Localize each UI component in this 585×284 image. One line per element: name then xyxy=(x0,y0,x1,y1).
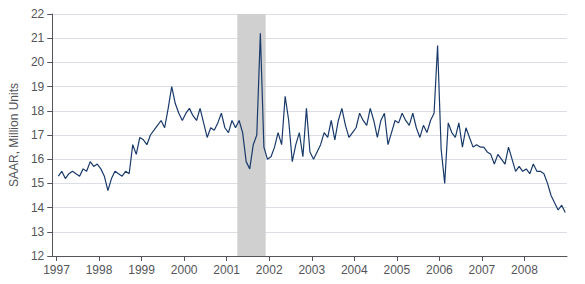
svg-text:2006: 2006 xyxy=(426,263,453,277)
svg-text:2007: 2007 xyxy=(469,263,496,277)
svg-text:18: 18 xyxy=(31,104,45,118)
svg-text:1999: 1999 xyxy=(128,263,155,277)
svg-text:22: 22 xyxy=(31,7,45,21)
svg-text:1997: 1997 xyxy=(43,263,70,277)
svg-text:1998: 1998 xyxy=(86,263,113,277)
svg-text:2003: 2003 xyxy=(298,263,325,277)
svg-text:17: 17 xyxy=(31,128,45,142)
svg-text:12: 12 xyxy=(31,249,45,263)
svg-text:14: 14 xyxy=(31,201,45,215)
svg-text:15: 15 xyxy=(31,176,45,190)
svg-text:2008: 2008 xyxy=(511,263,538,277)
svg-text:2005: 2005 xyxy=(383,263,410,277)
svg-text:2001: 2001 xyxy=(213,263,240,277)
svg-text:2000: 2000 xyxy=(171,263,198,277)
svg-text:2004: 2004 xyxy=(341,263,368,277)
svg-text:16: 16 xyxy=(31,152,45,166)
svg-text:19: 19 xyxy=(31,80,45,94)
svg-text:20: 20 xyxy=(31,55,45,69)
svg-text:2002: 2002 xyxy=(256,263,283,277)
svg-text:SAAR, Million Units: SAAR, Million Units xyxy=(7,83,21,187)
svg-text:21: 21 xyxy=(31,31,45,45)
svg-text:13: 13 xyxy=(31,225,45,239)
